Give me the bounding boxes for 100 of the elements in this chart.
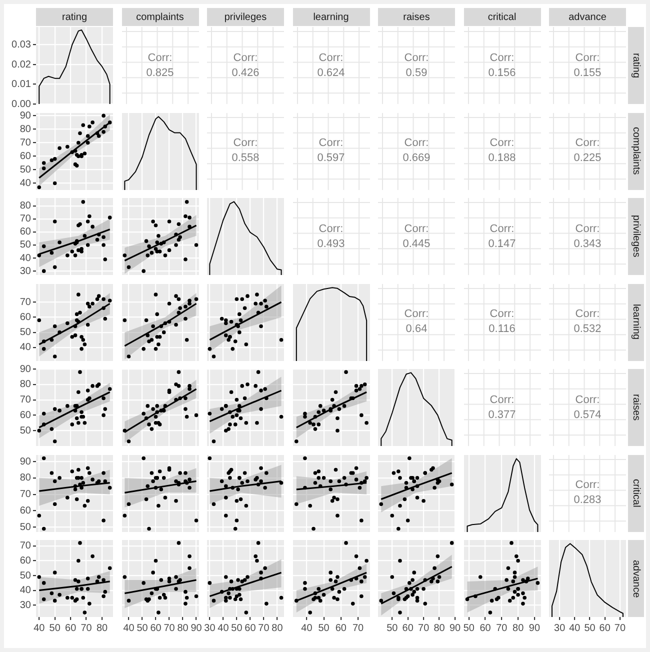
text: 0.445 (402, 236, 432, 252)
y-tick-label: 40 (20, 342, 32, 353)
y2-axis-title: rating (628, 27, 644, 104)
y-tick-label: 30 (20, 600, 32, 611)
x-tick-label: 60 (334, 622, 346, 634)
chart-title: learning (292, 8, 370, 26)
chart-title: complaints (122, 8, 198, 26)
text: 0.493 (316, 236, 346, 252)
x-tick-label: 40 (218, 622, 230, 634)
x-tick-label: 70 (418, 622, 430, 634)
x-tick-label: 90 (190, 622, 202, 634)
y-tick-label: 50 (20, 570, 32, 582)
text: 0.377 (487, 408, 517, 422)
text: Corr: (574, 478, 601, 493)
x-tick-label: 40 (569, 622, 581, 634)
x-tick-label: 60 (65, 622, 77, 634)
chart-title: rating (36, 8, 113, 26)
y-tick-label: 70 (20, 214, 32, 225)
text: Corr: (488, 50, 516, 66)
x-tick-label: 40 (34, 622, 46, 634)
text: Corr: (403, 136, 430, 151)
x-tick-label: 70 (614, 622, 626, 634)
x-tick-label: 70 (352, 622, 364, 634)
y-tick-label: 70 (20, 488, 32, 500)
text: 0.825 (145, 66, 175, 80)
text: 0.343 (572, 236, 602, 252)
text: Corr: (574, 222, 601, 236)
y2-axis-title: critical (628, 454, 644, 532)
text: Corr: (403, 307, 430, 322)
text: 0.669 (402, 151, 432, 166)
y-tick-label: 80 (20, 200, 32, 212)
text: Corr: (574, 392, 601, 408)
text: 0.156 (487, 66, 517, 80)
x-tick-label: 50 (136, 622, 148, 634)
text: Corr: (488, 392, 516, 408)
y-tick-label: 70 (20, 296, 32, 308)
y-tick-label: 40 (20, 585, 32, 596)
x-tick-label: 50 (49, 622, 61, 634)
x-tick-label: 80 (176, 622, 188, 634)
text: 0.574 (572, 408, 602, 422)
x-tick-label: 70 (258, 622, 270, 634)
text: 0.283 (572, 493, 602, 508)
y-tick-label: 40 (20, 177, 32, 188)
text: Corr: (403, 222, 430, 236)
text: 0.188 (487, 151, 517, 166)
y-tick-label: 60 (20, 311, 32, 322)
y2-axis-title: learning (628, 284, 644, 360)
text: 0.116 (488, 322, 516, 337)
y-tick-label: 70 (20, 394, 32, 406)
x-tick-label: 60 (244, 622, 256, 634)
text: Corr: (318, 50, 344, 66)
y-tick-label: 50 (20, 425, 32, 436)
text: Corr: (232, 50, 259, 66)
y2-axis-title: complaints (628, 112, 644, 190)
x-tick-label: 60 (402, 622, 414, 634)
y-tick-label: 0.01 (12, 79, 32, 90)
text: 0.426 (230, 66, 260, 80)
text: Corr: (574, 50, 601, 66)
text: 0.558 (230, 151, 260, 166)
x-tick-label: 60 (479, 622, 491, 634)
chart-title: raises (378, 8, 455, 26)
y-tick-label: 50 (20, 240, 32, 251)
text: Corr: (146, 50, 174, 66)
y-tick-label: 70 (20, 540, 32, 552)
text: Corr: (403, 50, 430, 66)
x-tick-label: 80 (96, 622, 108, 634)
text: 0.59 (404, 66, 428, 80)
x-tick-label: 70 (80, 622, 92, 634)
x-tick-label: 80 (272, 622, 284, 634)
x-tick-label: 70 (496, 622, 508, 634)
y-tick-label: 50 (20, 164, 32, 175)
text: 0.225 (572, 151, 602, 166)
text: 0.597 (316, 151, 346, 166)
x-tick-label: 60 (150, 622, 162, 634)
y-tick-label: 80 (20, 123, 32, 134)
x-tick-label: 50 (386, 622, 398, 634)
y-tick-label: 0.02 (12, 59, 32, 70)
y-tick-label: 60 (20, 150, 32, 162)
y2-axis-title: advance (628, 540, 644, 617)
x-tick-label: 30 (554, 622, 566, 634)
y-tick-label: 30 (20, 266, 32, 277)
text: Corr: (232, 136, 259, 151)
text: 0.64 (404, 322, 428, 337)
x-tick-label: 70 (163, 622, 175, 634)
text: Corr: (488, 222, 516, 236)
text: 0.624 (316, 66, 346, 80)
y-tick-label: 80 (20, 379, 32, 390)
y-tick-label: 60 (20, 504, 32, 516)
text: Corr: (574, 307, 601, 322)
y2-axis-title: privileges (628, 198, 644, 275)
x-tick-label: 50 (584, 622, 596, 634)
x-tick-label: 50 (462, 622, 474, 634)
y-tick-label: 50 (20, 326, 32, 338)
x-tick-label: 40 (300, 622, 312, 634)
x-tick-label: 30 (204, 622, 216, 634)
text: 0.155 (572, 66, 602, 80)
text: Corr: (574, 136, 601, 151)
y-tick-label: 90 (20, 456, 32, 467)
y-tick-label: 90 (20, 110, 32, 121)
chart-title: privileges (207, 8, 284, 26)
